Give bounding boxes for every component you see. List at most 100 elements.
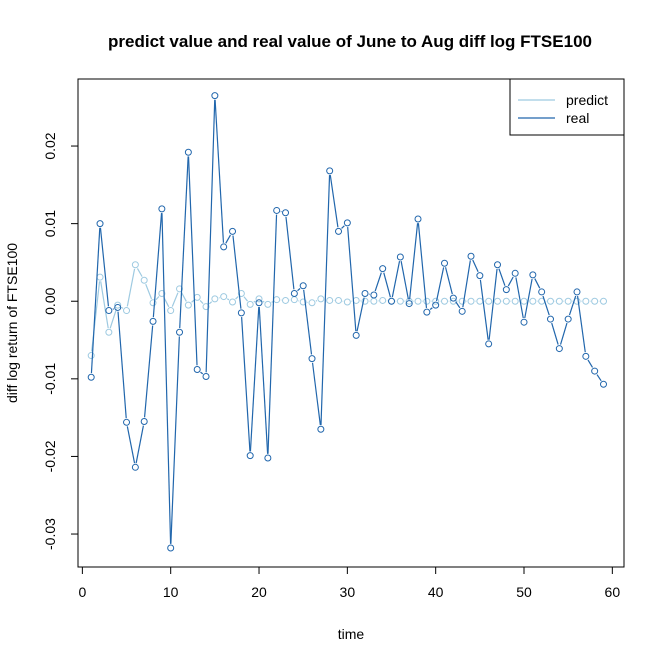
real-segment <box>117 311 127 419</box>
predict-point <box>229 298 237 306</box>
real-segment <box>498 268 506 286</box>
predict-segment <box>208 301 213 305</box>
predict-point <box>149 299 157 307</box>
real-point <box>600 380 607 388</box>
real-segment <box>383 272 391 298</box>
real-point <box>361 289 369 297</box>
predict-point <box>264 300 272 308</box>
predict-point <box>547 297 555 305</box>
real-segment <box>409 223 419 300</box>
predict-point <box>202 303 210 311</box>
real-point <box>299 282 307 290</box>
real-segment <box>232 235 242 309</box>
predict-point <box>423 297 431 305</box>
predict-point <box>432 297 440 305</box>
real-point <box>396 253 404 261</box>
predict-segment <box>120 306 124 309</box>
series-real <box>87 92 607 552</box>
real-point <box>114 303 122 311</box>
real-point <box>184 148 192 156</box>
predict-point <box>176 285 184 293</box>
real-segment <box>429 307 433 310</box>
real-segment <box>347 227 357 332</box>
y-tick-label: 0.00 <box>42 287 58 314</box>
real-point <box>370 291 378 299</box>
real-segment <box>297 288 301 292</box>
predict-point <box>282 296 290 304</box>
predict-point <box>167 307 175 315</box>
real-point <box>449 294 457 302</box>
real-point <box>555 345 563 353</box>
predict-point <box>520 297 528 305</box>
predict-segment <box>271 301 274 303</box>
predict-point <box>273 296 281 304</box>
predict-segment <box>109 308 117 329</box>
predict-point <box>494 297 502 305</box>
real-segment <box>90 227 101 374</box>
predict-point <box>343 298 351 306</box>
real-point <box>193 366 201 374</box>
real-point <box>211 92 219 100</box>
x-tick-label: 0 <box>78 584 86 600</box>
real-segment <box>479 279 489 340</box>
predict-point <box>87 352 95 360</box>
real-segment <box>303 289 313 355</box>
real-segment <box>126 426 136 464</box>
real-segment <box>214 99 225 243</box>
real-segment <box>568 295 577 316</box>
x-tick-label: 10 <box>163 584 179 600</box>
real-point <box>317 425 325 433</box>
real-segment <box>187 156 198 366</box>
real-point <box>511 269 519 277</box>
predict-point <box>193 293 201 301</box>
predict-segment <box>243 296 249 302</box>
real-point <box>149 317 157 325</box>
real-segment <box>587 359 594 368</box>
predict-point <box>308 299 316 307</box>
real-point <box>494 261 502 269</box>
predict-point <box>458 297 466 305</box>
real-point <box>432 301 440 309</box>
predict-segment <box>199 299 204 305</box>
real-point <box>529 271 537 279</box>
real-point <box>140 418 148 426</box>
plot-frame <box>77 78 625 568</box>
predict-point <box>361 297 369 305</box>
predict-segment <box>262 300 265 303</box>
predict-point <box>131 261 139 269</box>
real-point <box>264 454 272 462</box>
predict-point <box>555 297 563 305</box>
real-segment <box>267 214 278 454</box>
real-point <box>573 288 581 296</box>
chart-title: predict value and real value of June to … <box>108 32 592 51</box>
predict-segment <box>136 268 143 277</box>
real-point <box>229 227 237 235</box>
predict-segment <box>191 299 195 303</box>
real-segment <box>200 371 204 375</box>
real-segment <box>161 213 172 544</box>
real-segment <box>285 216 295 290</box>
real-segment <box>391 261 401 298</box>
predict-segment <box>171 292 179 307</box>
predict-point <box>414 297 422 305</box>
real-point <box>96 220 104 228</box>
real-point <box>220 243 228 251</box>
real-point <box>105 307 113 315</box>
predict-point <box>582 297 590 305</box>
real-point <box>273 206 281 214</box>
real-segment <box>542 295 550 316</box>
y-tick-label: 0.01 <box>42 210 58 237</box>
real-point <box>441 259 449 267</box>
real-segment <box>462 260 471 308</box>
y-axis: -0.03 -0.02 -0.01 0.00 0.01 0.02 <box>42 132 79 550</box>
predict-point <box>96 273 104 281</box>
predict-point <box>511 297 519 305</box>
predict-segment <box>145 283 153 300</box>
x-tick-label: 30 <box>340 584 356 600</box>
real-segment <box>311 362 321 426</box>
real-segment <box>99 227 110 307</box>
real-segment <box>559 322 568 345</box>
predict-point <box>476 297 484 305</box>
real-segment <box>356 297 365 332</box>
real-point <box>290 289 298 297</box>
